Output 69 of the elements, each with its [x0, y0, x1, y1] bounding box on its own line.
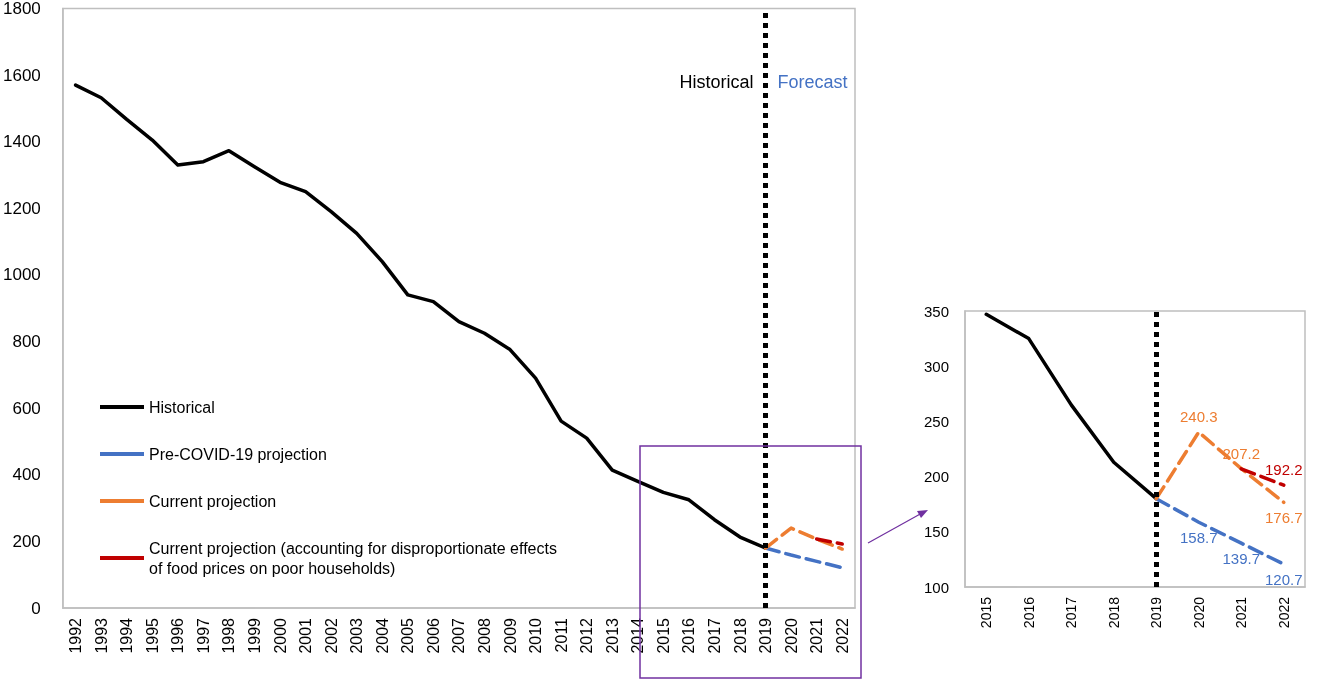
data-label: 192.2 — [1264, 461, 1303, 479]
y-tick-label: 1200 — [2, 198, 41, 218]
x-tick-label: 2016 — [1020, 596, 1037, 629]
line-series — [763, 526, 844, 551]
legend-label: Historical — [149, 398, 215, 416]
y-tick-label: 150 — [923, 523, 949, 541]
data-label: 120.7 — [1264, 571, 1303, 589]
y-tick-label: 1600 — [2, 65, 41, 85]
legend-label: Current projection — [149, 492, 277, 510]
legend-label: Current projection (accounting for disproportionate effects of food prices on poor households) — [149, 539, 562, 577]
x-tick-label: 2006 — [424, 617, 442, 654]
x-tick-label: 1996 — [169, 617, 187, 654]
annotation: Historical — [679, 72, 754, 92]
x-tick-label: 2001 — [297, 617, 315, 654]
x-tick-label: 2019 — [757, 617, 775, 654]
x-tick-label: 2012 — [578, 617, 596, 654]
x-tick-label: 2019 — [1148, 596, 1165, 629]
y-tick-label: 300 — [923, 357, 949, 375]
x-tick-label: 2017 — [1063, 596, 1080, 629]
x-tick-label: 2022 — [1275, 596, 1292, 629]
y-tick-label: 1000 — [2, 265, 41, 285]
x-tick-label: 2021 — [808, 617, 826, 654]
x-tick-label: 2015 — [654, 617, 672, 654]
x-tick-label: 2020 — [1190, 596, 1207, 629]
x-tick-label: 1992 — [67, 617, 85, 654]
x-tick-label: 2008 — [475, 617, 493, 654]
x-tick-label: 2011 — [552, 617, 570, 653]
y-tick-label: 250 — [923, 412, 949, 430]
y-tick-label: 800 — [12, 332, 41, 352]
y-tick-label: 1400 — [2, 132, 41, 152]
y-tick-label: 600 — [12, 398, 41, 418]
y-tick-label: 200 — [12, 531, 41, 551]
data-label: 240.3 — [1179, 408, 1218, 426]
x-tick-label: 2021 — [1233, 596, 1250, 629]
annotation: Forecast — [777, 72, 848, 92]
x-tick-label: 2018 — [1105, 596, 1122, 629]
x-tick-label: 1998 — [220, 617, 238, 654]
x-tick-label: 1999 — [245, 617, 263, 654]
data-label: 139.7 — [1222, 550, 1261, 568]
legend-label: Pre-COVID-19 projection — [149, 445, 327, 463]
x-tick-label: 2020 — [782, 617, 800, 654]
x-tick-label: 1993 — [92, 617, 110, 654]
x-tick-label: 2007 — [450, 617, 468, 654]
y-tick-label: 1800 — [2, 0, 41, 18]
data-label: 176.7 — [1264, 509, 1303, 527]
x-tick-label: 1997 — [194, 617, 212, 654]
x-tick-label: 2016 — [680, 617, 698, 654]
x-tick-label: 2005 — [399, 617, 417, 654]
x-tick-label: 1994 — [118, 617, 136, 654]
y-tick-label: 350 — [923, 302, 949, 320]
x-tick-label: 2022 — [833, 617, 851, 654]
x-tick-label: 2014 — [629, 617, 647, 654]
x-tick-label: 2018 — [731, 617, 749, 654]
x-tick-label: 2000 — [271, 617, 289, 654]
x-tick-label: 1995 — [143, 617, 161, 654]
line-series — [763, 546, 844, 570]
x-tick-label: 2004 — [373, 617, 391, 654]
data-label: 158.7 — [1179, 529, 1218, 547]
x-tick-label: 2013 — [603, 617, 621, 654]
x-tick-label: 2015 — [978, 596, 995, 629]
x-tick-label: 2002 — [322, 617, 340, 654]
x-tick-label: 2017 — [705, 617, 723, 654]
x-tick-label: 2010 — [527, 617, 545, 654]
y-tick-label: 400 — [12, 465, 41, 485]
y-tick-label: 100 — [923, 578, 949, 596]
y-tick-label: 0 — [31, 598, 41, 618]
x-tick-label: 2003 — [348, 617, 366, 654]
y-tick-label: 200 — [923, 468, 949, 486]
x-tick-label: 2009 — [501, 617, 519, 654]
